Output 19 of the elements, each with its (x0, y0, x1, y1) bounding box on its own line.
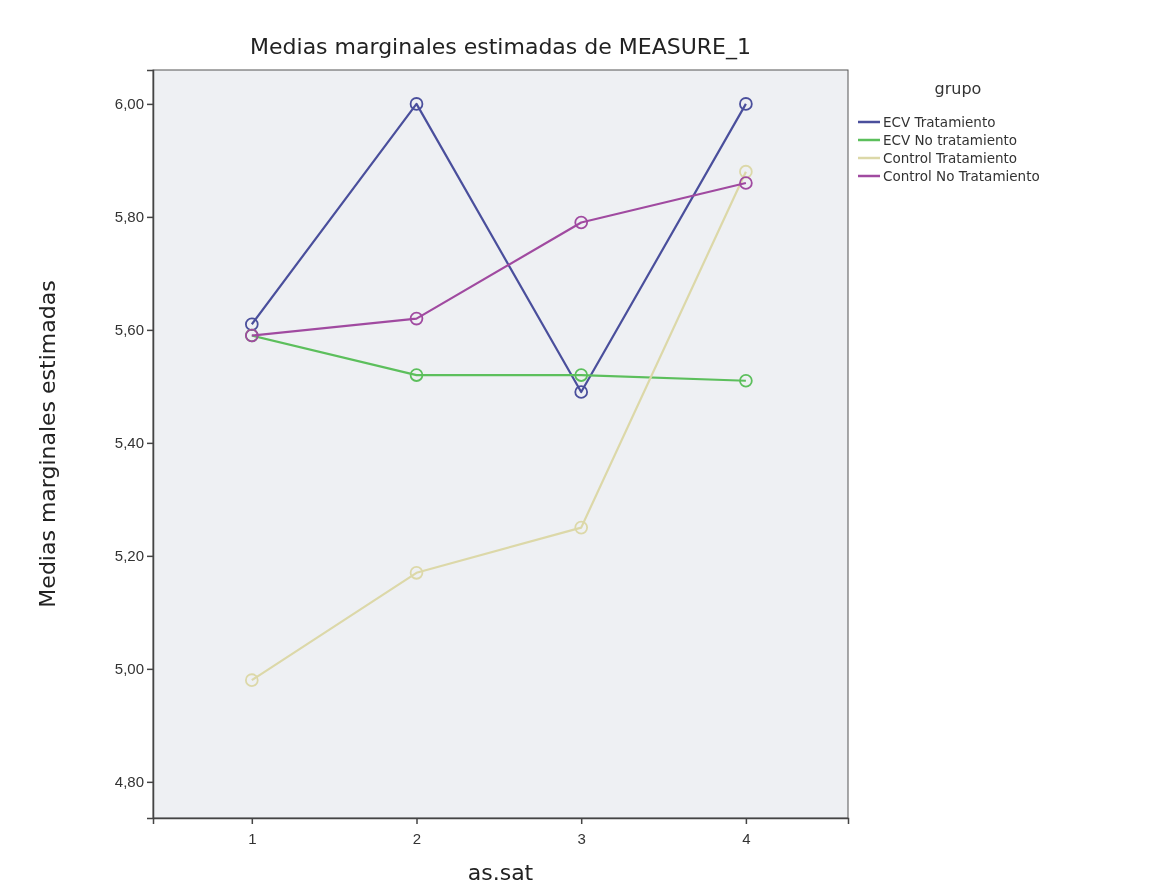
y-tick-label: 5,40 (114, 434, 144, 452)
x-tick-label: 1 (248, 829, 257, 847)
y-tick-label: 5,60 (114, 321, 144, 339)
y-tick-label: 5,20 (114, 547, 144, 565)
y-tick-label: 4,80 (114, 773, 144, 791)
y-axis-title: Medias marginales estimadas (35, 280, 60, 608)
legend-label: ECV Tratamiento (883, 114, 996, 130)
y-tick-label: 5,00 (114, 660, 144, 678)
y-tick-label: 6,00 (114, 95, 144, 113)
x-tick-label: 2 (412, 829, 422, 847)
chart-title: Medias marginales estimadas de MEASURE_1 (250, 34, 751, 60)
legend-title: grupo (934, 79, 982, 98)
legend-label: ECV No tratamiento (883, 132, 1018, 148)
legend-label: Control Tratamiento (883, 150, 1018, 166)
x-tick-label: 4 (742, 829, 751, 847)
y-tick-label: 5,80 (114, 208, 144, 226)
x-axis-title: as.sat (467, 860, 534, 885)
x-tick-label: 3 (577, 829, 586, 847)
legend-label: Control No Tratamiento (883, 168, 1040, 184)
